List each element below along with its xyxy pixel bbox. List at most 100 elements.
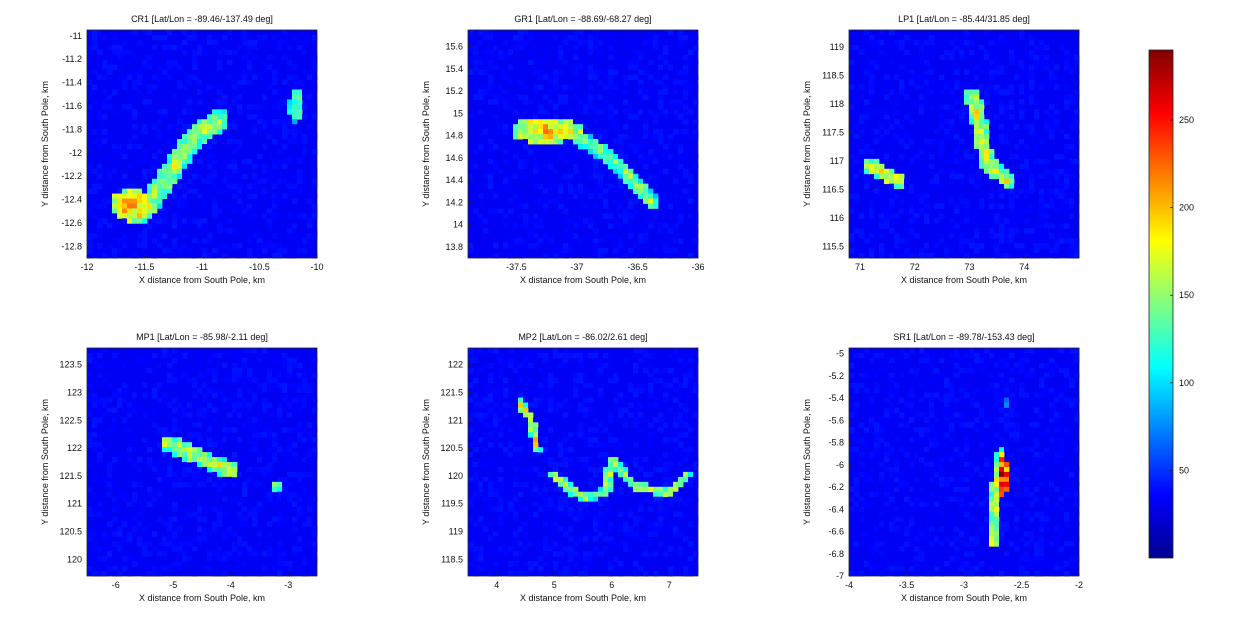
heatmap-cell (1019, 99, 1025, 105)
heatmap-cell (132, 148, 138, 155)
heatmap-cell (513, 452, 519, 458)
heatmap-cell (538, 198, 544, 204)
heatmap-cell (1039, 39, 1045, 46)
heatmap-cell (578, 432, 584, 438)
heatmap-cell (307, 506, 313, 512)
heatmap-cell (633, 243, 639, 249)
heatmap-cell (618, 64, 624, 71)
heatmap-cell (513, 422, 519, 428)
heatmap-cell (553, 462, 559, 468)
heatmap-cell (87, 486, 93, 493)
y-tick-label: -11.8 (62, 124, 82, 134)
heatmap-cell (132, 526, 138, 532)
heatmap-cell (112, 417, 118, 423)
heatmap-cell (633, 506, 639, 512)
heatmap-cell (939, 148, 945, 155)
heatmap-cell (989, 74, 995, 80)
heatmap-cell (693, 59, 699, 66)
heatmap-cell (899, 248, 905, 254)
heatmap-cell (102, 402, 108, 408)
heatmap-cell (142, 526, 148, 532)
heatmap-cell (212, 432, 218, 438)
heatmap-cell (302, 561, 308, 567)
heatmap-cell (292, 94, 298, 100)
heatmap-cell (964, 223, 970, 229)
heatmap-cell (914, 99, 920, 105)
heatmap-cell (538, 119, 544, 125)
heatmap-cell (623, 134, 629, 140)
heatmap-cell (468, 457, 474, 463)
heatmap-cell (618, 462, 624, 468)
heatmap-cell (578, 198, 584, 204)
heatmap-cell (909, 59, 915, 66)
heatmap-cell (563, 496, 569, 503)
heatmap-cell (608, 44, 614, 51)
heatmap-cell (563, 243, 569, 249)
heatmap-cell (633, 64, 639, 71)
heatmap-cell (1019, 208, 1025, 214)
heatmap-cell (242, 457, 248, 463)
heatmap-cell (578, 243, 584, 249)
heatmap-cell (147, 233, 153, 239)
heatmap-cell (638, 551, 644, 557)
heatmap-cell (1019, 34, 1025, 41)
heatmap-cell (538, 213, 544, 219)
heatmap-cell (302, 238, 308, 244)
heatmap-cell (573, 129, 579, 135)
heatmap-cell (1004, 188, 1010, 194)
heatmap-cell (528, 486, 534, 493)
heatmap-cell (468, 382, 474, 389)
heatmap-cell (919, 178, 925, 185)
heatmap-cell (1064, 198, 1070, 204)
heatmap-cell (869, 213, 875, 219)
heatmap-cell (207, 188, 213, 194)
heatmap-cell (1034, 64, 1040, 71)
heatmap-cell (608, 188, 614, 194)
heatmap-cell (1039, 183, 1045, 190)
heatmap-cell (493, 412, 499, 418)
heatmap-cell (473, 392, 479, 398)
heatmap-cell (879, 188, 885, 194)
heatmap-cell (157, 233, 163, 239)
heatmap-cell (678, 39, 684, 46)
heatmap-cell (508, 158, 514, 165)
heatmap-cell (277, 253, 283, 259)
heatmap-cell (518, 348, 524, 354)
heatmap-cell (678, 218, 684, 224)
heatmap-cell (869, 34, 875, 41)
heatmap-cell (142, 238, 148, 244)
heatmap-cell (227, 59, 233, 66)
heatmap-cell (643, 69, 649, 76)
heatmap-cell (518, 178, 524, 185)
heatmap-cell (187, 144, 193, 150)
heatmap-cell (989, 168, 995, 175)
heatmap-cell (162, 34, 168, 41)
heatmap-cell (899, 89, 905, 95)
heatmap-cell (643, 183, 649, 190)
heatmap-cell (959, 158, 965, 165)
heatmap-cell (207, 124, 213, 130)
heatmap-cells (468, 30, 699, 259)
heatmap-cell (112, 407, 118, 413)
heatmap-cell (167, 49, 173, 56)
heatmap-cell (167, 417, 173, 423)
heatmap-cell (924, 129, 930, 135)
heatmap-cell (247, 357, 253, 364)
heatmap-cell (177, 427, 183, 433)
heatmap-cell (222, 462, 228, 468)
heatmap-cell (247, 506, 253, 512)
heatmap-cell (222, 531, 228, 537)
heatmap-cell (939, 223, 945, 229)
heatmap-cells (849, 30, 1080, 259)
heatmap-cell (548, 158, 554, 165)
heatmap-cell (553, 243, 559, 249)
heatmap-cell (1054, 84, 1060, 90)
heatmap-cell (312, 183, 318, 190)
heatmap-cell (598, 511, 604, 517)
heatmap-cell (598, 178, 604, 185)
panel-title: GR1 [Lat/Lon = -88.69/-68.27 deg] (514, 14, 651, 24)
heatmap-cell (984, 178, 990, 185)
heatmap-cell (518, 506, 524, 512)
heatmap-cell (879, 193, 885, 199)
heatmap-cell (633, 362, 639, 369)
